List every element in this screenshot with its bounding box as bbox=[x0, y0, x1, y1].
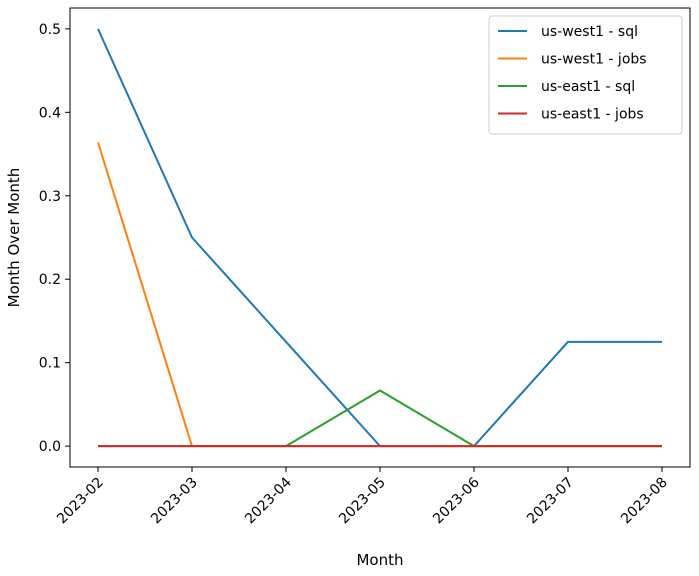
y-tick-label: 0.2 bbox=[39, 272, 61, 288]
y-axis-label: Month Over Month bbox=[5, 168, 23, 308]
x-axis-label: Month bbox=[356, 551, 403, 569]
y-tick-label: 0.1 bbox=[39, 356, 61, 372]
legend-label: us-east1 - jobs bbox=[541, 107, 644, 123]
legend-label: us-west1 - sql bbox=[541, 24, 638, 40]
legend-label: us-east1 - sql bbox=[541, 79, 635, 95]
legend: us-west1 - sql us-west1 - jobs us-east1 - … bbox=[488, 15, 683, 135]
y-tick-label: 0.4 bbox=[39, 105, 61, 121]
y-tick-label: 0.0 bbox=[39, 439, 61, 455]
plot-lines bbox=[97, 28, 662, 448]
y-tick-label: 0.5 bbox=[39, 22, 61, 38]
legend-box bbox=[488, 15, 683, 135]
legend-label: us-west1 - jobs bbox=[541, 52, 647, 68]
y-axis: 0.0 0.1 0.2 0.3 0.4 0.5 bbox=[39, 22, 70, 455]
y-tick-label: 0.3 bbox=[39, 189, 61, 205]
